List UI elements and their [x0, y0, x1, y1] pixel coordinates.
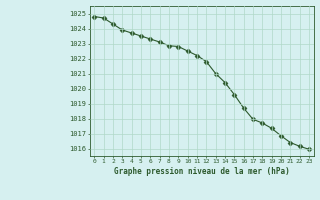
X-axis label: Graphe pression niveau de la mer (hPa): Graphe pression niveau de la mer (hPa) [114, 167, 290, 176]
